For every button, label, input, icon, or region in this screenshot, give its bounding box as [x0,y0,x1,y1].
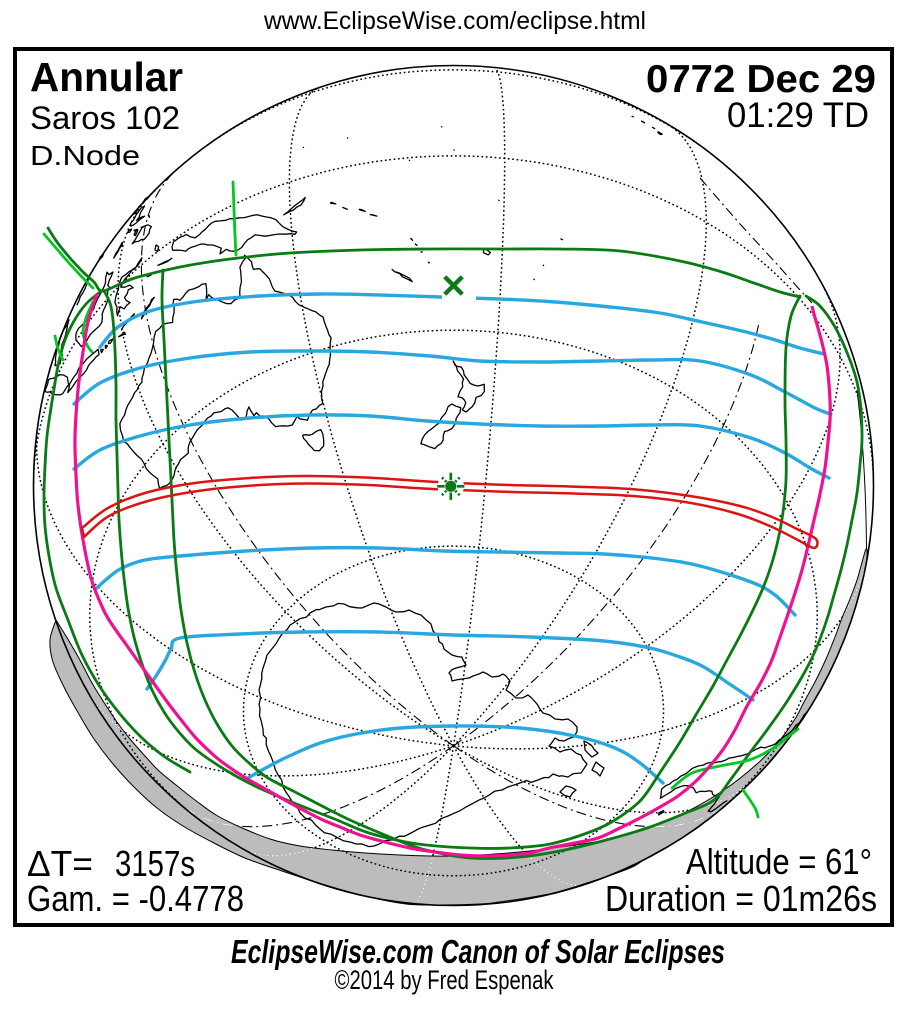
svg-text:Altitude = 61°: Altitude = 61° [686,841,872,882]
svg-text:Annular: Annular [30,54,183,100]
svg-text:3157s: 3157s [115,843,195,884]
svg-text:Gam. = -0.4778: Gam. = -0.4778 [27,878,244,919]
svg-text:EclipseWise.com Canon of Solar: EclipseWise.com Canon of Solar Eclipses [231,933,725,970]
svg-text:01:29 TD: 01:29 TD [727,96,869,135]
svg-text:0772 Dec 29: 0772 Dec 29 [646,58,876,101]
svg-text:D.Node: D.Node [30,140,140,171]
svg-text:www.EclipseWise.com/eclipse.ht: www.EclipseWise.com/eclipse.html [263,7,646,35]
svg-text:Saros 102: Saros 102 [30,100,180,136]
svg-text:Duration = 01m26s: Duration = 01m26s [605,878,877,919]
svg-text:ΔT=: ΔT= [27,843,93,884]
svg-text:©2014 by Fred Espenak: ©2014 by Fred Espenak [335,965,554,995]
